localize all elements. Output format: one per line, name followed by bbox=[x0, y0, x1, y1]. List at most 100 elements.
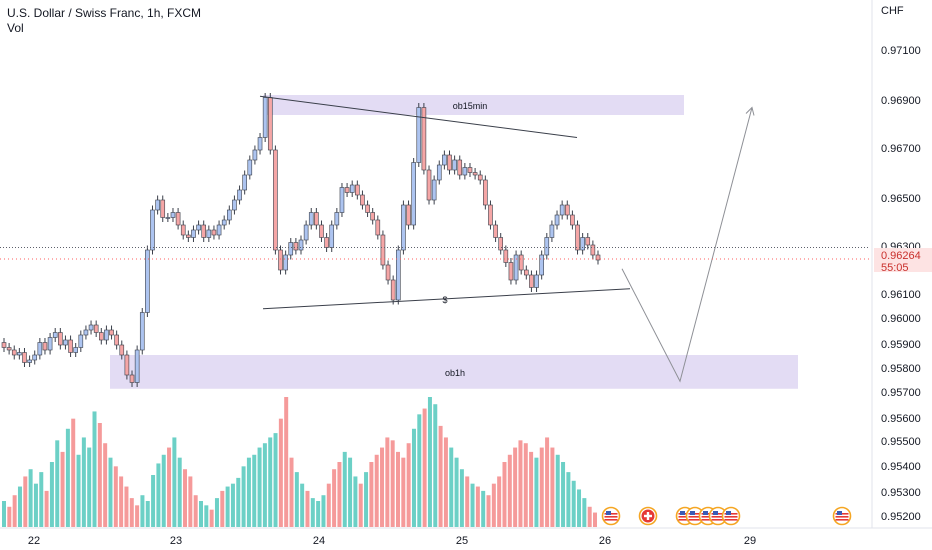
candle[interactable] bbox=[139, 308, 145, 355]
candle[interactable] bbox=[191, 225, 196, 243]
candle[interactable] bbox=[93, 320, 99, 338]
candle[interactable] bbox=[329, 220, 335, 253]
candle[interactable] bbox=[370, 208, 375, 225]
candle[interactable] bbox=[513, 250, 519, 285]
candle[interactable] bbox=[17, 348, 22, 360]
candle[interactable] bbox=[580, 233, 585, 255]
us-flag-icon[interactable] bbox=[721, 506, 741, 526]
candle[interactable] bbox=[308, 208, 314, 230]
candle[interactable] bbox=[278, 245, 283, 275]
candle[interactable] bbox=[68, 335, 73, 358]
candle[interactable] bbox=[498, 233, 504, 255]
candle[interactable] bbox=[134, 345, 140, 388]
candle[interactable] bbox=[47, 333, 53, 355]
candle[interactable] bbox=[170, 208, 176, 222]
candle[interactable] bbox=[73, 343, 78, 357]
candle[interactable] bbox=[518, 250, 524, 275]
candle[interactable] bbox=[22, 348, 27, 367]
candle[interactable] bbox=[534, 270, 539, 293]
candle[interactable] bbox=[436, 160, 442, 185]
candle[interactable] bbox=[452, 155, 457, 175]
candle[interactable] bbox=[78, 330, 84, 353]
candle[interactable] bbox=[252, 145, 258, 165]
candle[interactable] bbox=[395, 245, 401, 305]
candle[interactable] bbox=[27, 355, 32, 368]
support-trendline[interactable] bbox=[262, 288, 631, 310]
symbol-title[interactable]: U.S. Dollar / Swiss Franc, 1h, FXCM bbox=[7, 6, 202, 20]
candle[interactable] bbox=[124, 350, 130, 380]
last-price-badge[interactable] bbox=[874, 248, 932, 272]
candle[interactable] bbox=[175, 208, 181, 230]
candle[interactable] bbox=[283, 250, 288, 275]
candle[interactable] bbox=[339, 183, 345, 217]
candle[interactable] bbox=[98, 328, 104, 345]
candle[interactable] bbox=[257, 133, 263, 155]
candle[interactable] bbox=[314, 208, 319, 230]
candle[interactable] bbox=[559, 200, 565, 220]
candle[interactable] bbox=[467, 163, 473, 177]
candle[interactable] bbox=[324, 233, 329, 252]
candle[interactable] bbox=[539, 250, 544, 280]
candle[interactable] bbox=[155, 195, 160, 215]
candle[interactable] bbox=[11, 345, 17, 360]
candle[interactable] bbox=[529, 270, 534, 293]
candle[interactable] bbox=[288, 238, 294, 260]
us-flag-icon[interactable] bbox=[685, 506, 705, 526]
candle[interactable] bbox=[37, 338, 43, 360]
candle[interactable] bbox=[524, 265, 529, 280]
candle[interactable] bbox=[585, 233, 591, 250]
projection-path[interactable] bbox=[621, 107, 753, 383]
candle[interactable] bbox=[416, 103, 422, 167]
candle[interactable] bbox=[227, 205, 232, 225]
ch-flag-icon[interactable] bbox=[638, 506, 658, 526]
candle[interactable] bbox=[150, 205, 155, 255]
candle[interactable] bbox=[165, 213, 171, 222]
candle[interactable] bbox=[401, 200, 406, 255]
candle[interactable] bbox=[421, 103, 427, 175]
candle[interactable] bbox=[431, 175, 437, 205]
candle[interactable] bbox=[447, 150, 452, 175]
candle[interactable] bbox=[319, 220, 324, 243]
resistance-trendline[interactable] bbox=[259, 95, 578, 138]
candle[interactable] bbox=[595, 250, 601, 265]
candle[interactable] bbox=[262, 93, 268, 142]
candle[interactable] bbox=[186, 230, 191, 243]
candle[interactable] bbox=[477, 170, 483, 185]
candle[interactable] bbox=[493, 220, 498, 243]
candle[interactable] bbox=[1, 338, 7, 352]
candle[interactable] bbox=[442, 150, 447, 170]
candle[interactable] bbox=[273, 145, 278, 255]
us-flag-icon[interactable] bbox=[832, 506, 852, 526]
candle[interactable] bbox=[180, 220, 186, 240]
us-flag-icon[interactable] bbox=[601, 506, 621, 526]
candle[interactable] bbox=[237, 185, 242, 205]
candle[interactable] bbox=[196, 220, 201, 235]
candle[interactable] bbox=[508, 258, 514, 285]
candle[interactable] bbox=[411, 158, 416, 230]
candle[interactable] bbox=[385, 260, 391, 285]
us-flag-icon[interactable] bbox=[708, 506, 728, 526]
candle[interactable] bbox=[293, 238, 299, 255]
candle[interactable] bbox=[590, 240, 596, 260]
candle[interactable] bbox=[349, 180, 355, 198]
candle[interactable] bbox=[201, 220, 207, 243]
candle[interactable] bbox=[119, 340, 125, 360]
candle[interactable] bbox=[83, 325, 89, 340]
candle[interactable] bbox=[554, 210, 560, 230]
zone-ob1h[interactable] bbox=[110, 355, 798, 389]
candle[interactable] bbox=[145, 245, 150, 318]
candle[interactable] bbox=[221, 215, 227, 230]
candle[interactable] bbox=[206, 225, 212, 243]
candle[interactable] bbox=[472, 168, 478, 180]
candle[interactable] bbox=[109, 325, 114, 340]
candle[interactable] bbox=[6, 343, 12, 355]
candle[interactable] bbox=[298, 235, 304, 255]
candle[interactable] bbox=[406, 200, 411, 230]
candle[interactable] bbox=[58, 328, 63, 350]
candle[interactable] bbox=[549, 220, 555, 243]
candle[interactable] bbox=[570, 210, 575, 230]
candle[interactable] bbox=[380, 230, 386, 270]
candle[interactable] bbox=[242, 170, 247, 195]
candle[interactable] bbox=[365, 200, 370, 218]
